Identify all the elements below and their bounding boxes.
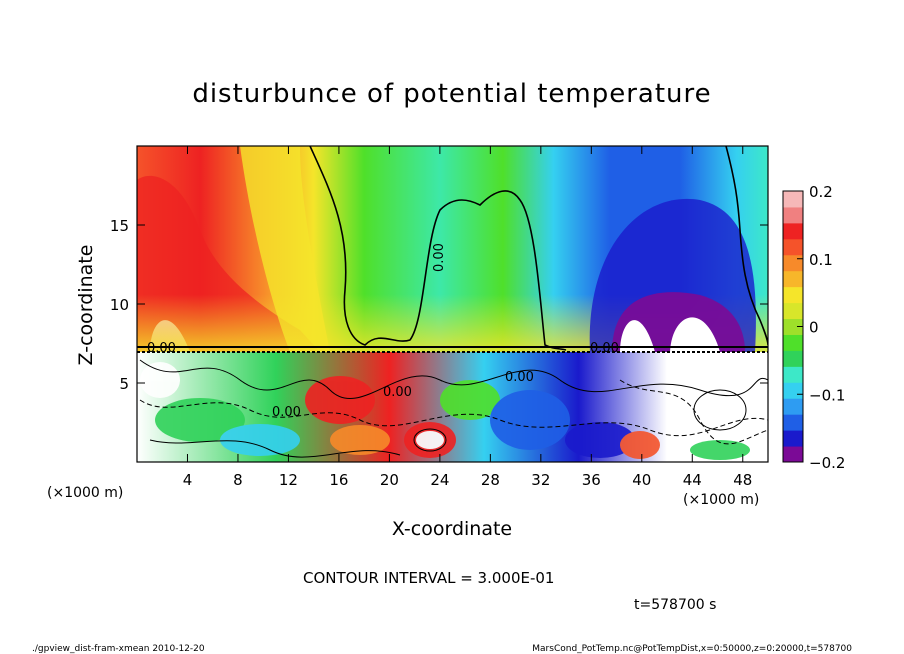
x-unit-label-left: (×1000 m) <box>47 485 123 501</box>
blob <box>140 362 180 398</box>
blob <box>155 398 245 442</box>
colorbar-ticks: 0.2 0.1 0 −0.1 −0.2 <box>797 183 845 472</box>
x-tick-label: 44 <box>683 471 702 489</box>
blob <box>490 390 570 450</box>
colorbar-swatch <box>783 430 803 447</box>
x-tick-label: 8 <box>233 471 243 489</box>
contour-label: 0.00 <box>272 405 301 420</box>
x-axis-label: X-coordinate <box>392 518 512 540</box>
zero-contour-right <box>725 146 768 346</box>
colorbar-swatch <box>783 270 803 288</box>
colorbar-tick-label: −0.2 <box>809 454 845 472</box>
x-tick-label: 48 <box>733 471 752 489</box>
x-axis: 4 8 12 16 20 24 28 32 36 40 44 48 <box>183 146 752 489</box>
colorbar-swatch <box>783 350 803 367</box>
contour-labels: 0.00 0.00 0.00 0.00 0.00 0.00 <box>147 243 619 420</box>
colorbar-swatch <box>783 398 803 415</box>
colorbar-swatch <box>783 302 803 320</box>
colorbar-tick-label: 0.2 <box>809 183 833 201</box>
colorbar-swatch <box>783 366 803 383</box>
blob <box>680 370 760 430</box>
zero-contours <box>309 146 768 351</box>
contour-interval: CONTOUR INTERVAL = 3.000E-01 <box>303 569 554 587</box>
blob <box>440 380 500 420</box>
blob <box>305 376 375 424</box>
colorbar-tick-label: 0.1 <box>809 251 833 269</box>
y-axis: 5 10 15 <box>110 217 768 393</box>
x-tick-label: 24 <box>430 471 449 489</box>
colorbar-swatch <box>783 222 803 240</box>
x-tick-label: 32 <box>531 471 550 489</box>
colorbar-tick-label: 0 <box>809 319 819 337</box>
x-tick-label: 12 <box>279 471 298 489</box>
x-unit-label-right: (×1000 m) <box>683 492 759 508</box>
blob <box>330 425 390 455</box>
blob <box>565 422 635 458</box>
colorbar-swatch <box>783 191 803 208</box>
contour-label: 0.00 <box>147 341 176 356</box>
blob <box>220 424 300 456</box>
lower-contours <box>139 359 768 458</box>
colorbar-swatch <box>783 382 803 399</box>
x-tick-label: 40 <box>632 471 651 489</box>
x-tick-label: 28 <box>481 471 500 489</box>
contour-label: 0.00 <box>590 341 619 356</box>
colorbar-swatch <box>783 414 803 431</box>
chart-title: disturbunce of potential temperature <box>192 79 711 109</box>
y-tick-label: 10 <box>110 296 129 314</box>
blob <box>620 431 660 459</box>
colorbar-swatch <box>783 238 803 256</box>
heatmap-field <box>137 146 768 462</box>
x-tick-label: 20 <box>380 471 399 489</box>
cold-hole-left <box>620 320 655 352</box>
zero-contour-left <box>309 146 567 351</box>
colorbar-swatch <box>783 206 803 224</box>
colorbar-swatch <box>783 318 803 335</box>
x-tick-label: 16 <box>329 471 348 489</box>
colorbar-swatch <box>783 334 803 351</box>
footer-left: ./gpview_dist-fram-xmean 2010-12-20 <box>32 644 205 654</box>
interface-band <box>137 346 768 353</box>
time-stamp: t=578700 s <box>634 597 716 613</box>
x-tick-label: 4 <box>183 471 193 489</box>
colorbar-swatch <box>783 286 803 304</box>
footer-right: MarsCond_PotTemp.nc@PotTempDist,x=0:5000… <box>532 644 852 654</box>
y-axis-label: Z-coordinate <box>75 245 97 366</box>
contour-label: 0.00 <box>505 370 534 385</box>
colorbar-swatch <box>783 254 803 272</box>
y-tick-label: 15 <box>110 217 129 235</box>
contour-label: 0.00 <box>432 243 447 272</box>
lower-blobs <box>140 362 760 460</box>
blob <box>416 431 444 449</box>
blob <box>690 440 750 460</box>
colorbar-tick-label: −0.1 <box>809 386 845 404</box>
colorbar-swatch <box>783 446 803 463</box>
x-tick-label: 36 <box>582 471 601 489</box>
contour-label: 0.00 <box>383 385 412 400</box>
cold-hole-right <box>670 317 720 352</box>
y-tick-label: 5 <box>119 375 129 393</box>
